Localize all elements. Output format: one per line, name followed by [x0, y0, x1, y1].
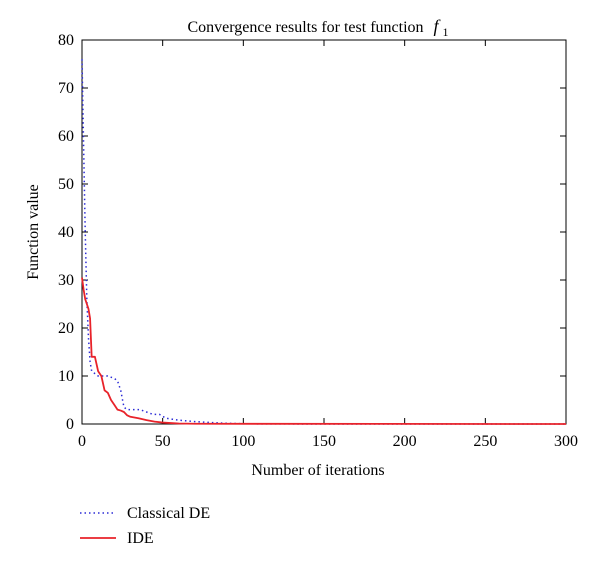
chart-title-text: Convergence results for test function [187, 19, 423, 36]
y-tick-label: 30 [58, 272, 74, 289]
x-tick-label: 50 [155, 433, 171, 450]
y-tick-label: 0 [66, 416, 74, 433]
x-tick-label: 150 [312, 433, 336, 450]
y-tick-label: 50 [58, 176, 74, 193]
y-tick-label: 60 [58, 128, 74, 145]
y-axis-label: Function value [25, 184, 42, 280]
y-tick-label: 20 [58, 320, 74, 337]
legend-label-classical-de: Classical DE [127, 505, 210, 522]
x-axis-label: Number of iterations [251, 462, 384, 479]
plot-area [81, 39, 567, 425]
chart-title: Convergence results for test function f … [187, 16, 448, 39]
y-tick-label: 80 [58, 32, 74, 49]
chart-title-math-sub: 1 [443, 25, 449, 39]
series-line-ide [81, 277, 567, 425]
y-tick-label: 40 [58, 224, 74, 241]
y-tick-label: 70 [58, 80, 74, 97]
y-tick-label: 10 [58, 368, 74, 385]
x-tick-label: 100 [231, 433, 255, 450]
axis-ticks: 0 50 100 150 200 250 300 0 10 20 30 40 50 60 70 80 [58, 32, 578, 450]
chart-title-math: f [434, 16, 442, 36]
x-tick-label: 200 [393, 433, 417, 450]
legend: Classical DE IDE [80, 505, 210, 547]
series-group [81, 59, 567, 425]
x-tick-label: 0 [78, 433, 86, 450]
x-tick-label: 300 [554, 433, 578, 450]
series-line-classical-de [81, 59, 566, 425]
x-tick-label: 250 [473, 433, 497, 450]
legend-label-ide: IDE [127, 530, 154, 547]
